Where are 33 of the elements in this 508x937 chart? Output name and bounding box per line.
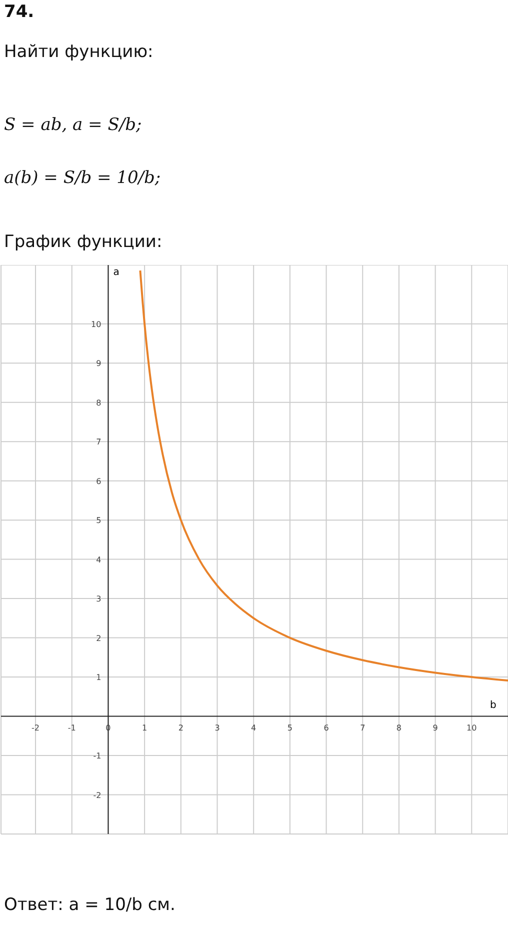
y-tick-label: -2 xyxy=(93,790,102,800)
x-tick-label: -1 xyxy=(68,723,76,732)
x-tick-label: 5 xyxy=(287,723,292,732)
y-axis-title: a xyxy=(113,267,120,278)
x-tick-label: 1 xyxy=(142,723,148,732)
y-tick-label: 7 xyxy=(96,438,102,447)
x-tick-label: 3 xyxy=(214,723,220,732)
y-tick-label: 2 xyxy=(96,634,102,643)
x-tick-label: 4 xyxy=(251,723,256,732)
y-tick-label: 10 xyxy=(91,320,102,329)
x-tick-label: 8 xyxy=(396,723,402,732)
y-tick-label: 5 xyxy=(96,516,102,526)
y-tick-label: 8 xyxy=(96,398,102,408)
text: a(b) = S/b = 10/b; xyxy=(4,168,161,188)
x-tick-label: 2 xyxy=(178,723,184,732)
x-tick-label: 10 xyxy=(466,723,477,732)
text: S = ab, a = S/b; xyxy=(4,115,142,135)
y-tick-label: 3 xyxy=(96,594,102,604)
text: Ответ: a = 10/b см. xyxy=(4,895,176,915)
text: 74. xyxy=(4,2,34,22)
y-tick-label: 6 xyxy=(96,476,102,486)
y-tick-label: 4 xyxy=(96,555,102,564)
y-tick-label: 1 xyxy=(96,673,102,682)
y-tick-label: -1 xyxy=(93,752,102,761)
text: Найти функцию: xyxy=(4,42,154,62)
x-tick-label: 7 xyxy=(360,723,366,732)
x-tick-label: 9 xyxy=(432,723,438,732)
chart-title: График функции: xyxy=(4,232,162,252)
y-tick-label: 9 xyxy=(96,359,102,368)
x-tick-label: 6 xyxy=(324,723,329,732)
x-axis-title: b xyxy=(490,700,496,712)
x-tick-label: -2 xyxy=(32,723,40,732)
line-series xyxy=(139,269,508,682)
